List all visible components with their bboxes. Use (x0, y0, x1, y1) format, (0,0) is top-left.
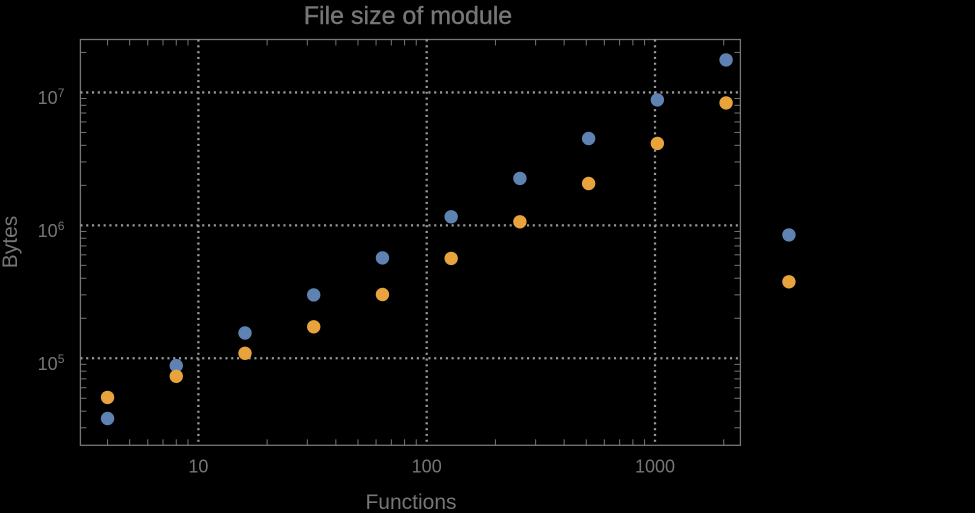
svg-text:100: 100 (412, 456, 442, 476)
svg-text:1000: 1000 (635, 456, 675, 476)
svg-text:Bytes: Bytes (0, 216, 22, 269)
svg-text:File size of module: File size of module (304, 2, 512, 30)
svg-text:10: 10 (188, 456, 208, 476)
svg-text:Functions: Functions (365, 491, 456, 513)
